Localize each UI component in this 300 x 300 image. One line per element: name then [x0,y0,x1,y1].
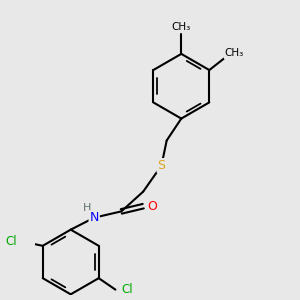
Text: CH₃: CH₃ [225,48,244,59]
Text: O: O [147,200,157,213]
Text: Cl: Cl [6,235,17,248]
Text: N: N [89,211,99,224]
Text: H: H [83,203,92,213]
Text: Cl: Cl [121,283,133,296]
Text: S: S [158,159,166,172]
Text: CH₃: CH₃ [172,22,191,32]
